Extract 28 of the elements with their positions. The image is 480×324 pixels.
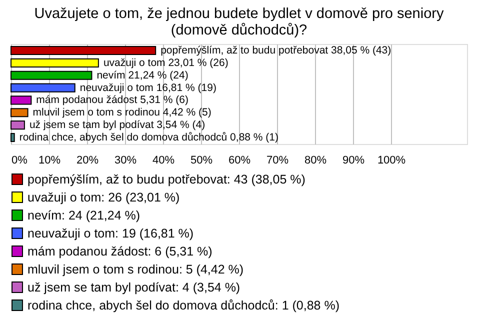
legend-label: rodina chce, abych šel do domova důchodců: 1 (0,88 %) bbox=[28, 298, 340, 312]
x-tick-label: 40% bbox=[152, 154, 175, 166]
data-label: uvažuji o tom 23,01 % (26) bbox=[103, 56, 228, 69]
x-tick-label: 60% bbox=[228, 154, 251, 166]
data-label: nevím 21,24 % (24) bbox=[96, 69, 188, 82]
data-label: mluvil jsem o tom s rodinou 4,42 % (5) bbox=[32, 106, 212, 119]
legend-label: neuvažuji o tom: 19 (16,81 %) bbox=[28, 226, 194, 240]
x-tick-label: 20% bbox=[76, 154, 99, 166]
legend-label: mám podanou žádost: 6 (5,31 %) bbox=[28, 244, 212, 258]
legend-label: mluvil jsem o tom s rodinou: 5 (4,42 %) bbox=[28, 262, 244, 276]
data-label: neuvažuji o tom 16,81 % (19) bbox=[80, 82, 216, 94]
x-tick-label: 0% bbox=[12, 154, 28, 166]
legend-label: uvažuji o tom: 26 (23,01 %) bbox=[28, 190, 180, 204]
x-tick-label: 30% bbox=[114, 154, 137, 166]
data-label: popřemýšlím, až to budu potřebovat 38,05 % (43) bbox=[160, 44, 392, 57]
legend-label: nevím: 24 (21,24 %) bbox=[28, 208, 140, 222]
data-label: rodina chce, abych šel do domova důchodců 0,88 % (1) bbox=[19, 131, 279, 144]
x-tick-label: 100% bbox=[377, 154, 406, 166]
x-tick-label: 70% bbox=[266, 154, 289, 166]
x-tick-label: 90% bbox=[342, 154, 365, 166]
x-tick-label: 50% bbox=[190, 154, 213, 166]
data-label: mám podanou žádost 5,31 % (6) bbox=[36, 94, 189, 106]
data-label: už jsem se tam byl podívat 3,54 % (4) bbox=[29, 119, 206, 132]
chart-title: Uvažujete o tom, že jednou budete bydlet v domově pro seniory (domově důchodců)? bbox=[34, 6, 444, 38]
legend-label: popřemýšlím, až to budu potřebovat: 43 (38,05 %) bbox=[28, 172, 306, 186]
x-tick-label: 10% bbox=[38, 154, 61, 166]
legend-label: už jsem se tam byl podívat: 4 (3,54 %) bbox=[28, 280, 240, 294]
x-tick-label: 80% bbox=[304, 154, 327, 166]
